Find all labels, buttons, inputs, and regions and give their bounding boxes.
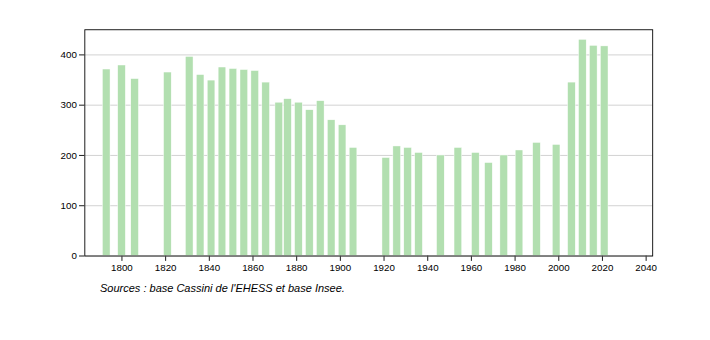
svg-text:200: 200	[61, 150, 78, 161]
svg-text:1960: 1960	[461, 262, 483, 273]
svg-text:2020: 2020	[592, 262, 614, 273]
svg-text:1940: 1940	[417, 262, 439, 273]
html-text:Sources : base Cassini de l'EH: Sources : base Cassini de l'EHESS et bas…	[100, 282, 345, 295]
svg-text:300: 300	[61, 99, 78, 110]
svg-text:2040: 2040	[635, 262, 657, 273]
svg-text:2000: 2000	[548, 262, 570, 273]
svg-text:1820: 1820	[155, 262, 177, 273]
svg-text:1900: 1900	[330, 262, 352, 273]
svg-text:1880: 1880	[286, 262, 308, 273]
svg-text:1860: 1860	[242, 262, 264, 273]
svg-text:1920: 1920	[373, 262, 395, 273]
svg-text:100: 100	[61, 200, 78, 211]
svg-text:1840: 1840	[198, 262, 220, 273]
svg-text:1800: 1800	[111, 262, 133, 273]
svg-text:400: 400	[61, 49, 78, 60]
svg-text:1980: 1980	[504, 262, 526, 273]
svg-text:0: 0	[71, 250, 77, 261]
